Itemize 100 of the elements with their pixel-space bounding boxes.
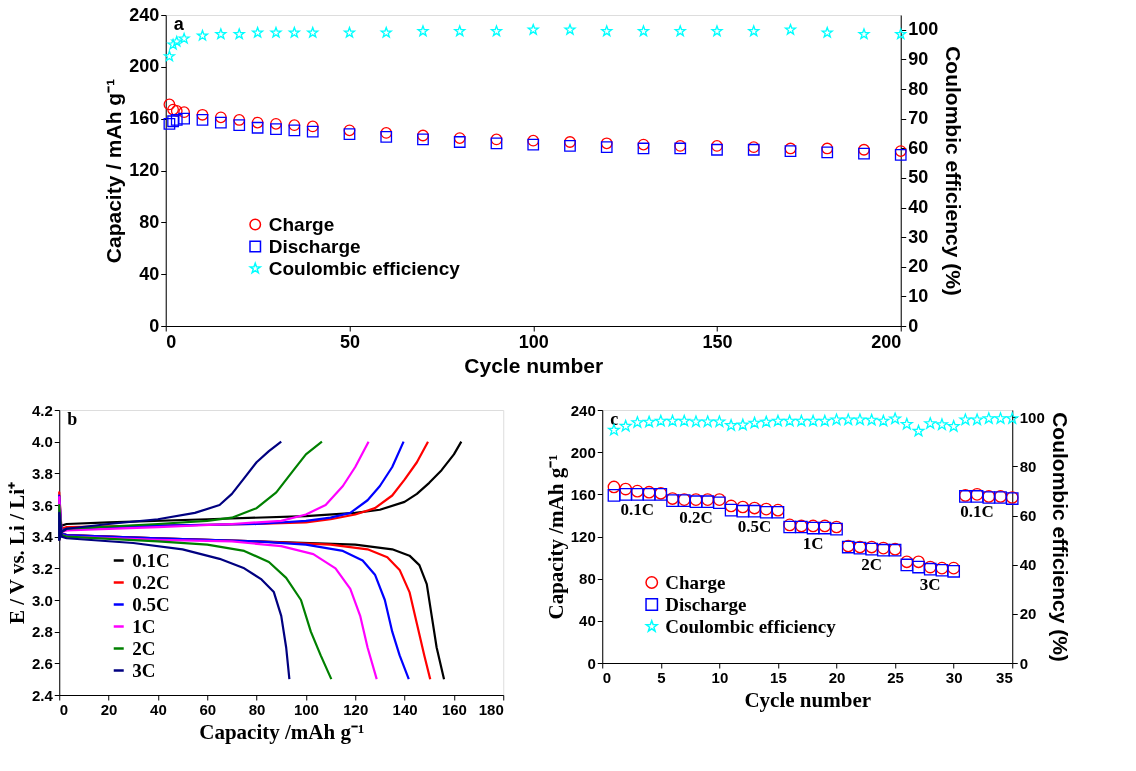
- legend-label: Charge: [665, 571, 726, 593]
- x-tick-label: 10: [711, 668, 729, 686]
- x-tick-label: 0: [59, 700, 69, 718]
- x-tick-label: 160: [441, 700, 467, 718]
- point: [982, 412, 995, 424]
- y2-tick-label: 60: [1019, 507, 1037, 525]
- y-tick-label: 2.8: [31, 623, 53, 641]
- y-tick-label: 160: [129, 108, 160, 129]
- point: [1006, 412, 1019, 424]
- point: [600, 141, 613, 154]
- point: [251, 121, 264, 134]
- point: [233, 119, 246, 132]
- point: [912, 560, 925, 574]
- point: [637, 142, 650, 155]
- point: [842, 413, 855, 426]
- point: [865, 413, 878, 426]
- point: [607, 423, 621, 436]
- x-tick-label: 30: [945, 668, 963, 686]
- point: [196, 108, 209, 121]
- point: [935, 418, 949, 431]
- y2-tick-label: 40: [1019, 556, 1037, 574]
- point: [713, 415, 726, 428]
- point: [784, 23, 797, 35]
- point: [994, 412, 1007, 424]
- point: [417, 25, 429, 37]
- legend-label: Discharge: [268, 235, 361, 257]
- point: [417, 133, 429, 146]
- point: [270, 26, 282, 38]
- legend-label: Coulombic efficiency: [268, 257, 461, 279]
- annotation: 3C: [919, 575, 941, 595]
- x-tick-label: 60: [199, 700, 217, 718]
- y-axis-title: Capacity / mAh g⁻¹: [102, 78, 126, 264]
- point: [564, 139, 576, 152]
- y-tick-label: 40: [579, 612, 596, 630]
- point: [959, 413, 972, 426]
- point: [619, 482, 633, 496]
- annotation: 0.5C: [737, 517, 772, 537]
- point: [527, 23, 539, 35]
- point: [453, 136, 466, 148]
- legend-label: 1C: [132, 615, 156, 637]
- point: [912, 555, 925, 569]
- y2-tick-label: 10: [908, 285, 929, 306]
- point: [380, 127, 393, 139]
- point: [830, 413, 843, 426]
- point: [619, 487, 633, 501]
- legend-label: 3C: [132, 659, 156, 681]
- annotation: 1C: [802, 534, 824, 554]
- x-tick-label: 100: [293, 700, 319, 718]
- x-tick-label: 20: [100, 700, 118, 718]
- point: [748, 416, 761, 429]
- point: [637, 25, 650, 37]
- y-axis-title: Capacity /mAh g⁻¹: [543, 454, 568, 620]
- point: [821, 142, 834, 155]
- annotation: c: [610, 409, 619, 429]
- legend-label: Charge: [268, 213, 335, 235]
- x-tick-label: 0: [602, 668, 612, 686]
- point: [895, 28, 907, 40]
- point: [736, 418, 749, 431]
- x-tick-label: 25: [887, 668, 904, 686]
- point: [601, 25, 613, 37]
- legend-label: Discharge: [665, 593, 747, 615]
- point: [724, 503, 738, 517]
- point: [711, 140, 723, 152]
- point: [170, 114, 183, 126]
- point: [877, 414, 890, 427]
- point: [167, 38, 179, 50]
- y-axis-title: E / V vs. Li / Li⁺: [4, 481, 29, 625]
- y-tick-label: 4.0: [31, 433, 53, 451]
- y2-tick-label: 90: [908, 48, 929, 69]
- point: [725, 419, 738, 431]
- y-tick-label: 120: [570, 528, 596, 545]
- point: [760, 415, 773, 428]
- point: [619, 419, 632, 432]
- y-tick-label: 200: [129, 56, 160, 77]
- point: [288, 26, 300, 38]
- point: [417, 129, 429, 142]
- x-tick-label: 80: [248, 700, 266, 718]
- point: [711, 143, 723, 156]
- x-tick-label: 150: [702, 331, 733, 352]
- y-tick-label: 200: [570, 443, 596, 461]
- y2-tick-label: 100: [1019, 408, 1045, 426]
- y-tick-label: 0: [149, 315, 160, 336]
- point: [215, 28, 227, 40]
- point: [233, 28, 245, 40]
- point: [163, 117, 176, 130]
- y-tick-label: 40: [139, 263, 160, 284]
- point: [971, 413, 984, 426]
- point: [564, 136, 576, 148]
- x-tick-label: 20: [828, 668, 846, 686]
- point: [821, 26, 833, 38]
- point: [666, 414, 679, 427]
- point: [807, 414, 820, 427]
- annotation: a: [173, 14, 185, 34]
- y-tick-label: 2.6: [31, 654, 53, 672]
- point: [924, 417, 937, 429]
- y-tick-label: 80: [579, 570, 596, 588]
- point: [607, 489, 621, 502]
- y2-axis-title: Coulombic efficiency (%): [942, 46, 966, 296]
- y2-tick-label: 40: [908, 197, 929, 218]
- point: [343, 124, 356, 137]
